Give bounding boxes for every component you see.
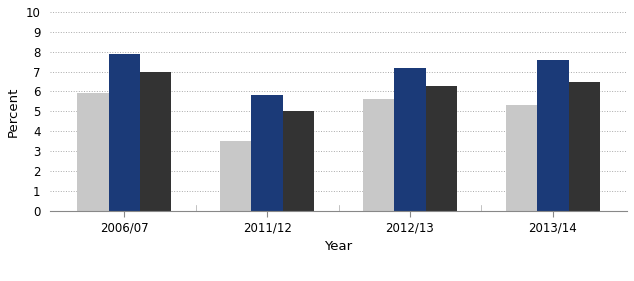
Bar [220, 141, 252, 211]
Bar [140, 72, 171, 211]
Bar [425, 85, 457, 211]
Bar [363, 99, 394, 211]
X-axis label: Year: Year [325, 240, 353, 253]
Bar [252, 96, 283, 211]
Bar [77, 94, 108, 211]
Y-axis label: Percent: Percent [7, 86, 20, 137]
Bar [108, 54, 140, 211]
Bar [569, 81, 600, 211]
Bar [283, 111, 314, 211]
Bar [394, 68, 425, 211]
Bar [537, 60, 569, 211]
Bar [506, 105, 537, 211]
